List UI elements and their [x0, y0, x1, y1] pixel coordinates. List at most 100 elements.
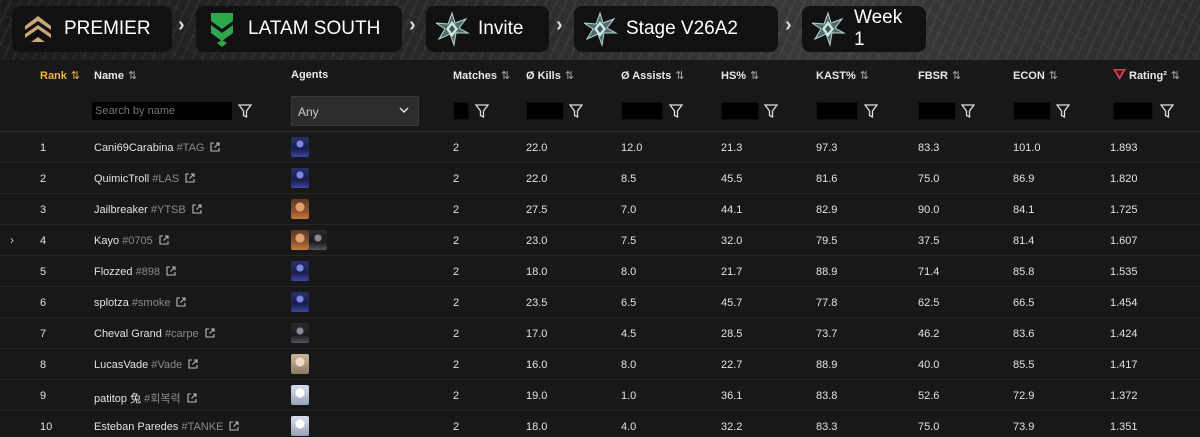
cell-rating: 1.454 — [1110, 297, 1138, 309]
cell-rank: 6 — [40, 297, 47, 309]
table-row[interactable]: 5 2 18.0 8.0 21.7 88.9 71.4 85.8 1.535 Flozzed #8… — [0, 256, 1200, 287]
filter-icon[interactable] — [1159, 103, 1175, 119]
kills-filter-input[interactable] — [526, 102, 564, 120]
external-link-icon[interactable] — [187, 393, 197, 406]
agents-filter-select[interactable]: Any — [291, 96, 419, 126]
breadcrumb-week[interactable]: Week 1 — [802, 6, 926, 52]
player-name-link[interactable]: splotza #smoke — [94, 297, 187, 310]
breadcrumb-label: Stage V26A2 — [626, 18, 738, 39]
player-name-link[interactable]: Kayo #0705 — [94, 235, 169, 248]
sort-icon[interactable]: ⇅ — [951, 70, 962, 82]
sort-icon[interactable]: ⇅ — [1170, 70, 1181, 82]
external-link-icon[interactable] — [229, 421, 239, 434]
cell-kills: 23.0 — [526, 235, 548, 247]
cell-kast: 88.9 — [816, 359, 838, 371]
sort-icon[interactable]: ⇅ — [127, 70, 138, 82]
cell-matches: 2 — [453, 235, 460, 247]
player-name[interactable]: LucasVade — [94, 359, 149, 371]
cell-hs: 45.7 — [721, 297, 743, 309]
breadcrumb-premier[interactable]: PREMIER — [12, 6, 172, 52]
cell-econ: 66.5 — [1013, 297, 1035, 309]
filter-icon[interactable] — [863, 103, 879, 119]
player-name-link[interactable]: Esteban Paredes #TANKE — [94, 421, 239, 434]
column-header-fbsr[interactable]: FBSR ⇅ — [918, 70, 962, 82]
column-header-matches[interactable]: Matches ⇅ — [453, 70, 511, 82]
hs-filter-input[interactable] — [721, 102, 759, 120]
column-header-rating[interactable]: Rating² ⇅ — [1113, 69, 1180, 82]
player-name-link[interactable]: QuimicTroll #LAS — [94, 173, 195, 186]
expand-row-icon[interactable]: › — [10, 233, 14, 247]
filter-icon[interactable] — [763, 103, 779, 119]
econ-filter-input[interactable] — [1013, 102, 1051, 120]
column-header-name[interactable]: Name ⇅ — [94, 70, 138, 82]
table-row[interactable]: 10 2 18.0 4.0 32.2 83.3 75.0 73.9 1.351 Esteban P… — [0, 411, 1200, 437]
external-link-icon[interactable] — [210, 142, 221, 155]
player-name[interactable]: Flozzed — [94, 266, 133, 278]
breadcrumb-division[interactable]: Invite — [426, 6, 549, 52]
filter-icon[interactable] — [1055, 103, 1071, 119]
table-row[interactable]: 1 2 22.0 12.0 21.3 97.3 83.3 101.0 1.893 Cani69Ca… — [0, 132, 1200, 163]
filter-icon[interactable] — [568, 103, 584, 119]
cell-kills: 27.5 — [526, 204, 548, 216]
external-link-icon[interactable] — [166, 266, 176, 279]
fbsr-filter-input[interactable] — [918, 102, 956, 120]
column-header-econ[interactable]: ECON ⇅ — [1013, 70, 1058, 82]
sort-icon[interactable]: ⇅ — [750, 70, 760, 82]
player-name[interactable]: splotza — [94, 297, 129, 309]
external-link-icon[interactable] — [188, 359, 198, 372]
sort-icon[interactable]: ⇅ — [564, 70, 575, 82]
column-header-kast[interactable]: KAST% ⇅ — [816, 70, 869, 82]
column-header-hs[interactable]: HS% ⇅ — [721, 70, 760, 82]
player-tag: #TAG — [176, 142, 205, 154]
name-search-input[interactable] — [92, 102, 232, 120]
player-name-link[interactable]: Flozzed #898 — [94, 266, 176, 279]
column-header-assists[interactable]: Ø Assists ⇅ — [621, 70, 685, 82]
player-name-link[interactable]: LucasVade #Vade — [94, 359, 198, 372]
breadcrumb-stage[interactable]: Stage V26A2 — [574, 6, 778, 52]
external-link-icon[interactable] — [205, 328, 215, 341]
external-link-icon[interactable] — [192, 204, 202, 217]
player-name-link[interactable]: Cheval Grand #carpe — [94, 328, 215, 341]
column-header-kills[interactable]: Ø Kills ⇅ — [526, 70, 575, 82]
kast-filter-input[interactable] — [816, 102, 858, 120]
player-name[interactable]: Jailbreaker — [94, 204, 148, 216]
sort-active-icon[interactable]: ⇅ — [70, 70, 81, 82]
filter-icon[interactable] — [668, 103, 684, 119]
table-row[interactable]: 8 2 16.0 8.0 22.7 88.9 40.0 85.5 1.417 LucasVade … — [0, 349, 1200, 380]
player-name[interactable]: Esteban Paredes — [94, 421, 179, 433]
cell-kills: 16.0 — [526, 359, 548, 371]
external-link-icon[interactable] — [159, 235, 169, 248]
table-row[interactable]: 2 2 22.0 8.5 45.5 81.6 75.0 86.9 1.820 QuimicTrol… — [0, 163, 1200, 194]
breadcrumb-region[interactable]: LATAM SOUTH — [196, 6, 402, 52]
sort-icon[interactable]: ⇅ — [859, 70, 869, 82]
column-header-rank[interactable]: Rank ⇅ — [40, 70, 81, 82]
sort-icon[interactable]: ⇅ — [1048, 70, 1058, 82]
player-name[interactable]: Cani69Carabina — [94, 142, 174, 154]
sort-icon[interactable]: ⇅ — [501, 70, 511, 82]
table-row[interactable]: 9 2 19.0 1.0 36.1 83.8 52.6 72.9 1.372 patitop 兔 … — [0, 380, 1200, 411]
player-name-link[interactable]: patitop 兔 #회복력 — [94, 390, 197, 406]
player-name-link[interactable]: Jailbreaker #YTSB — [94, 204, 202, 217]
sort-icon[interactable]: ⇅ — [675, 70, 685, 82]
cell-kast: 97.3 — [816, 142, 838, 154]
player-name[interactable]: QuimicTroll — [94, 173, 150, 185]
filter-icon[interactable] — [960, 103, 976, 119]
external-link-icon[interactable] — [176, 297, 187, 310]
player-name[interactable]: Cheval Grand — [94, 328, 162, 340]
player-name[interactable]: Kayo — [94, 235, 120, 247]
rating-filter-input[interactable] — [1113, 102, 1153, 120]
player-name-link[interactable]: Cani69Carabina #TAG — [94, 142, 221, 155]
division-star-icon — [434, 11, 470, 47]
filter-icon[interactable] — [237, 103, 253, 119]
external-link-icon[interactable] — [185, 173, 195, 186]
cell-rating: 1.424 — [1110, 328, 1138, 340]
filter-icon[interactable] — [474, 103, 490, 119]
table-row[interactable]: › 4 2 23.0 7.5 32.0 79.5 37.5 81.4 1.607 Kayo #070… — [0, 225, 1200, 256]
table-row[interactable]: 3 2 27.5 7.0 44.1 82.9 90.0 84.1 1.725 Jailbreake… — [0, 194, 1200, 225]
matches-filter-input[interactable] — [453, 102, 469, 120]
player-name[interactable]: patitop 兔 — [94, 393, 142, 405]
table-row[interactable]: 7 2 17.0 4.5 28.5 73.7 46.2 83.6 1.424 Cheval Gra… — [0, 318, 1200, 349]
assists-filter-input[interactable] — [621, 102, 663, 120]
table-row[interactable]: 6 2 23.5 6.5 45.7 77.8 62.5 66.5 1.454 splotza #s… — [0, 287, 1200, 318]
cell-hs: 28.5 — [721, 328, 743, 340]
